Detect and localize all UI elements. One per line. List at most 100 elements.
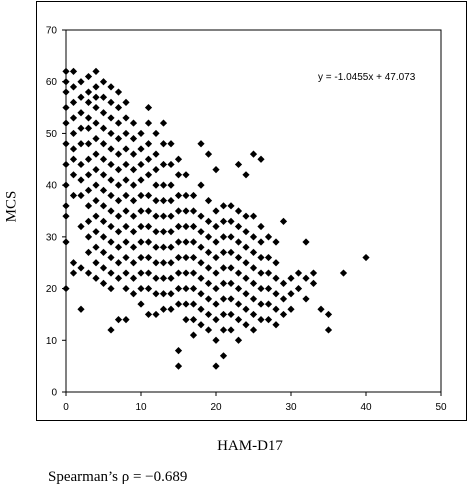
data-point — [174, 269, 183, 277]
data-point — [212, 222, 220, 231]
data-point — [234, 222, 243, 231]
data-point — [62, 88, 70, 96]
data-point — [242, 305, 250, 313]
data-point — [129, 212, 138, 220]
data-point — [249, 264, 258, 272]
data-point — [167, 259, 175, 267]
data-point — [279, 279, 288, 287]
data-point — [137, 284, 145, 293]
data-point — [99, 124, 108, 132]
data-point — [219, 279, 228, 287]
data-point — [257, 253, 265, 262]
data-point — [294, 269, 303, 277]
data-point — [107, 191, 115, 200]
data-point — [212, 207, 220, 215]
data-point — [159, 160, 168, 169]
data-point — [62, 67, 70, 75]
data-point — [234, 160, 243, 169]
data-point — [144, 222, 153, 231]
data-point — [114, 88, 123, 96]
data-point — [234, 300, 243, 308]
data-point — [204, 326, 213, 334]
data-point — [204, 233, 213, 241]
data-point — [362, 253, 370, 262]
data-point — [122, 253, 130, 262]
data-point — [62, 119, 70, 127]
y-tick-label: 40 — [46, 181, 58, 192]
data-point — [107, 269, 115, 277]
data-point — [114, 135, 123, 143]
data-point — [77, 191, 85, 200]
data-point — [92, 135, 100, 143]
data-point — [114, 259, 123, 267]
data-point — [84, 171, 93, 179]
data-point — [122, 129, 130, 138]
data-point — [92, 274, 100, 282]
data-point — [324, 326, 333, 334]
data-point — [212, 269, 220, 277]
data-point — [249, 233, 258, 241]
data-point — [92, 243, 100, 251]
data-point — [159, 274, 168, 282]
data-point — [122, 284, 130, 293]
data-point — [242, 259, 250, 267]
data-point — [107, 222, 115, 231]
data-point — [99, 186, 108, 194]
data-point — [159, 212, 168, 220]
data-point — [242, 321, 250, 329]
data-point — [107, 83, 115, 91]
data-point — [212, 316, 220, 324]
data-point — [99, 171, 108, 179]
data-point — [197, 212, 205, 220]
data-point — [212, 166, 220, 174]
x-tick-label: 30 — [285, 402, 297, 413]
data-point — [137, 145, 145, 153]
data-point — [309, 269, 318, 277]
data-point — [159, 181, 168, 189]
data-point — [189, 222, 198, 231]
data-point — [212, 284, 220, 293]
data-point — [152, 150, 160, 158]
data-point — [114, 228, 123, 236]
data-point — [77, 140, 85, 148]
data-point — [302, 238, 310, 246]
data-point — [122, 207, 130, 215]
plot-area — [65, 29, 442, 393]
data-point — [92, 181, 100, 189]
data-point — [137, 160, 145, 169]
data-point — [234, 207, 243, 215]
data-point — [234, 336, 243, 344]
data-point — [122, 222, 130, 231]
data-point — [234, 269, 243, 277]
data-point — [279, 217, 288, 225]
data-point — [107, 160, 115, 169]
data-point — [174, 155, 183, 163]
data-point — [174, 253, 183, 262]
data-point — [99, 202, 108, 210]
data-point — [227, 248, 235, 256]
data-point — [167, 181, 175, 189]
data-point — [167, 305, 175, 313]
data-point — [129, 290, 138, 298]
data-point — [167, 243, 175, 251]
data-point — [62, 202, 70, 210]
data-point — [272, 321, 280, 329]
data-point — [137, 129, 145, 138]
data-point — [287, 274, 295, 282]
data-point — [137, 176, 145, 184]
data-point — [174, 207, 183, 215]
data-point — [99, 279, 108, 287]
data-point — [77, 124, 85, 132]
data-point — [174, 171, 183, 179]
data-point — [272, 238, 280, 246]
data-point — [189, 316, 198, 324]
data-point — [242, 228, 250, 236]
data-point — [159, 243, 168, 251]
data-point — [62, 181, 70, 189]
data-point — [159, 228, 168, 236]
data-point — [92, 93, 100, 101]
data-point — [152, 166, 160, 174]
data-point — [182, 238, 190, 246]
data-point — [257, 155, 265, 163]
data-point — [219, 217, 228, 225]
